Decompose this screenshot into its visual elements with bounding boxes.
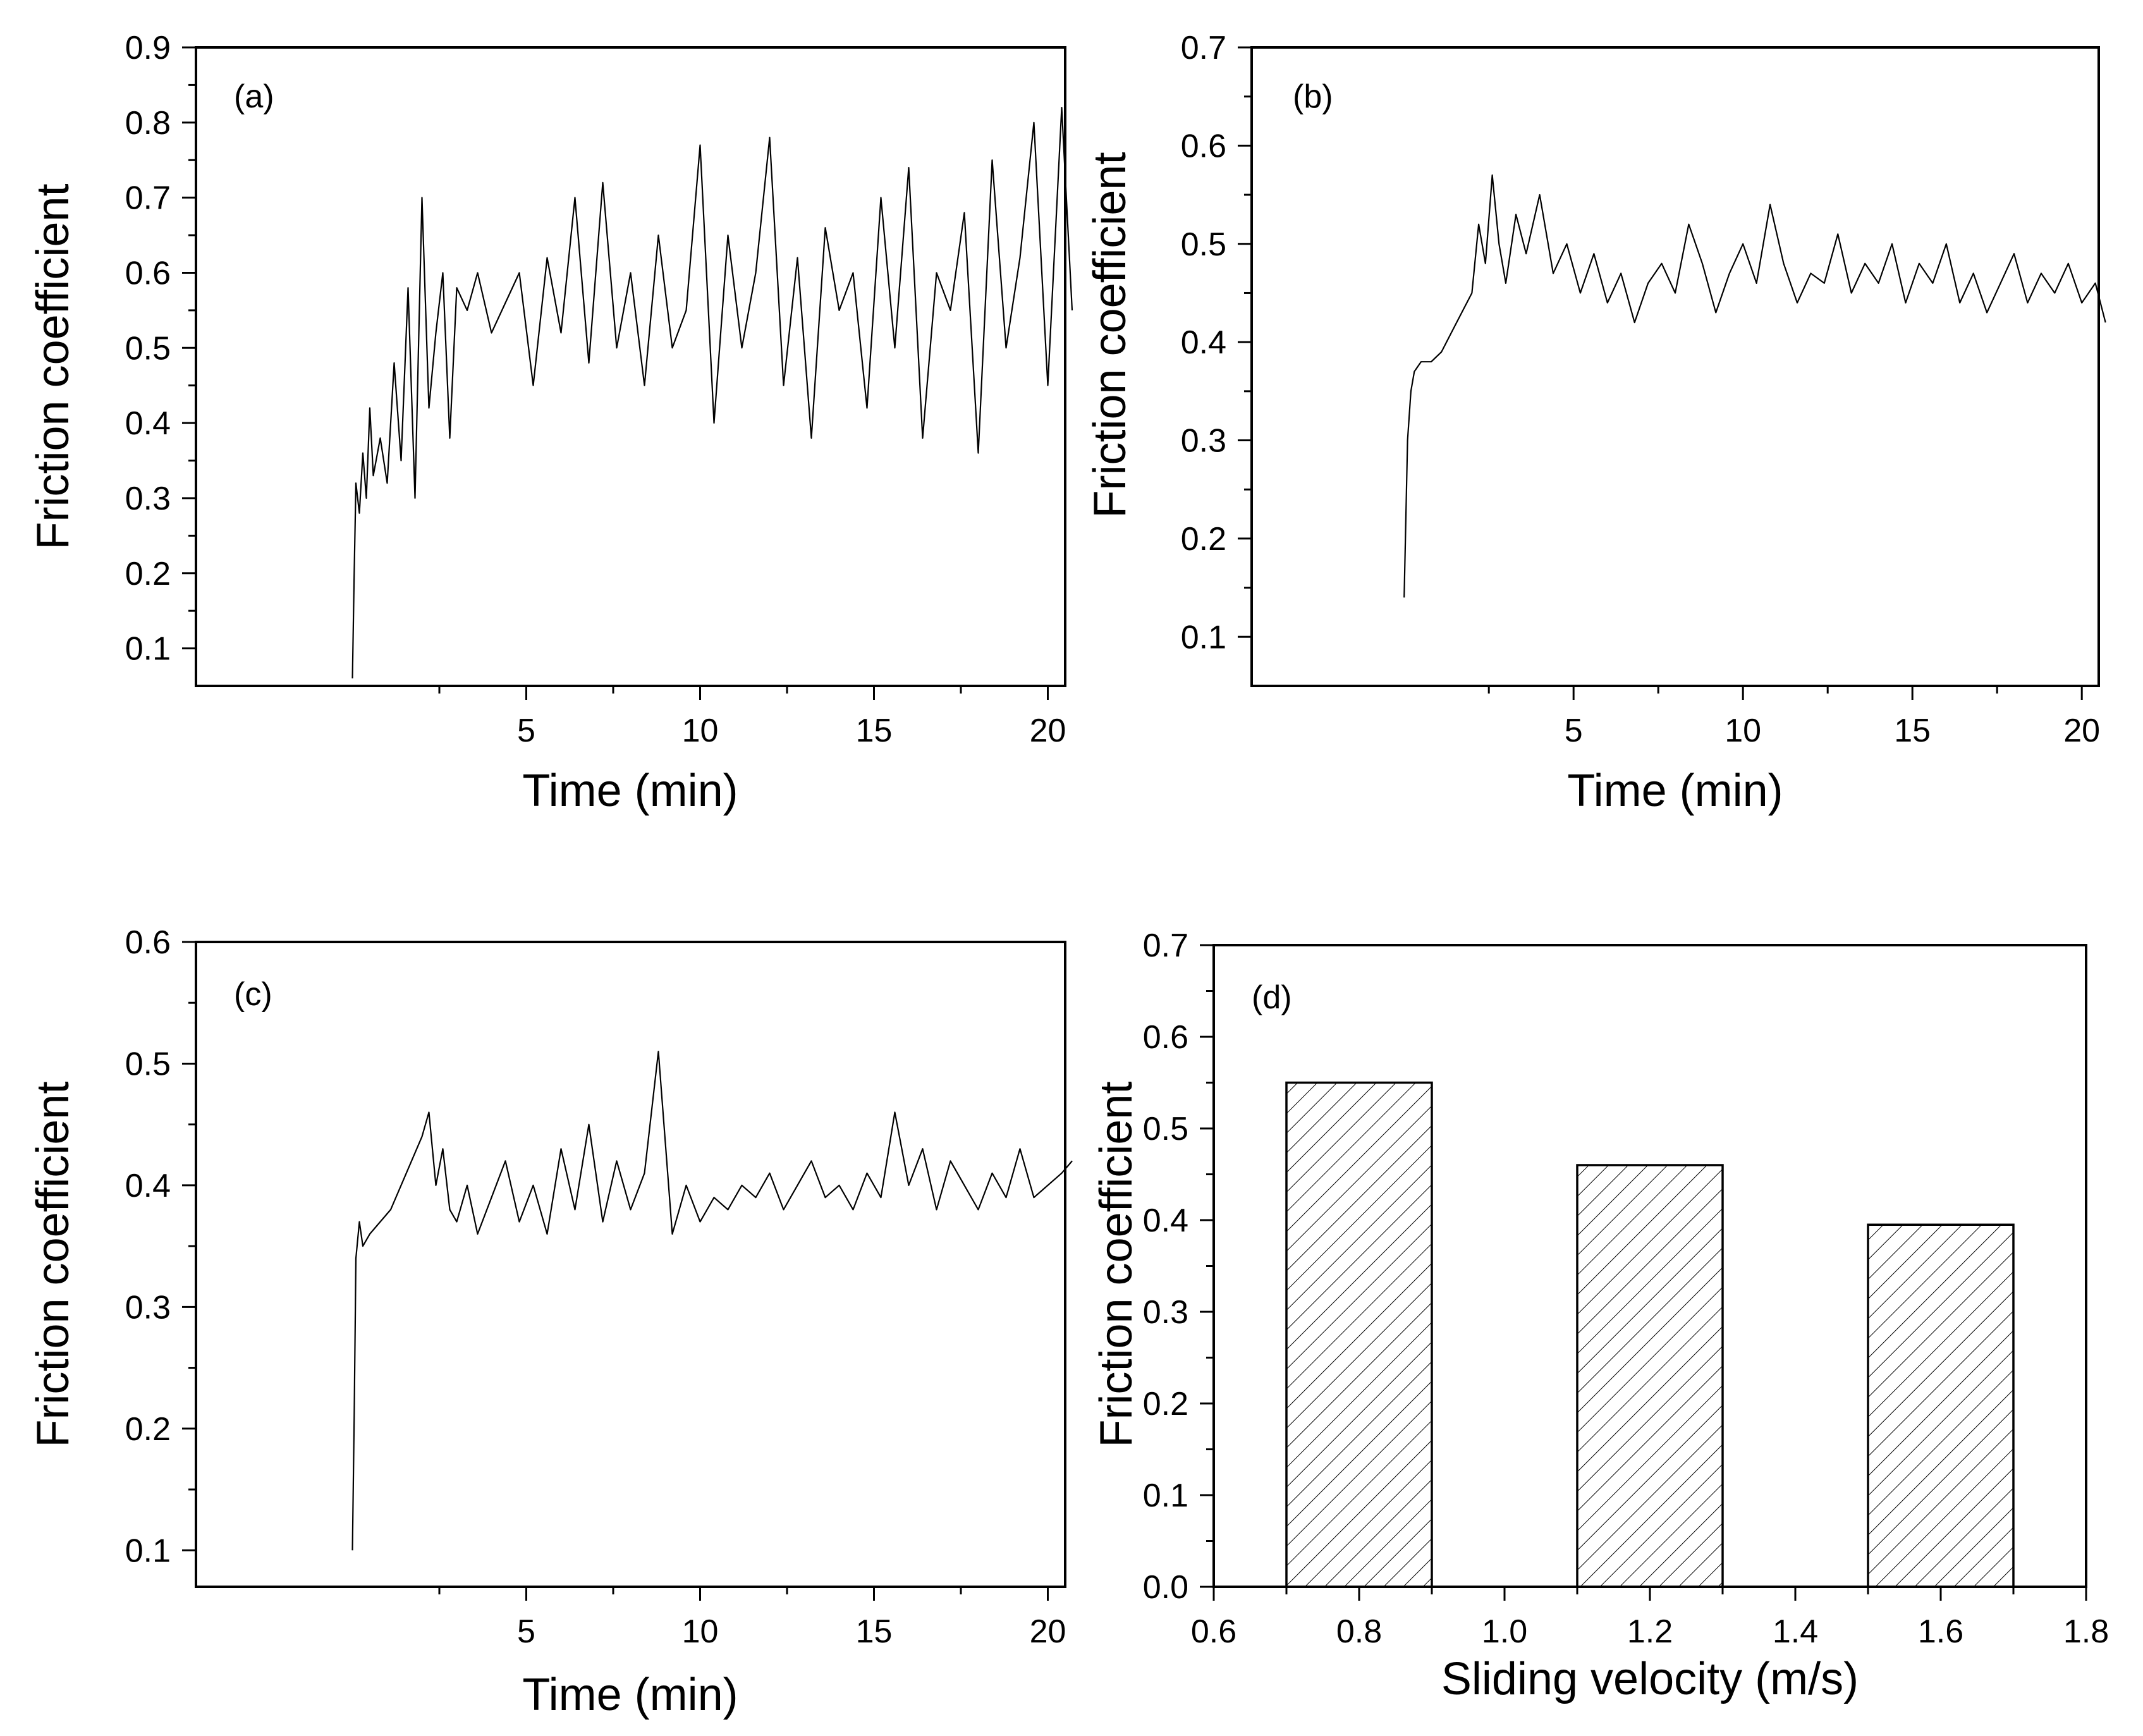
panel-d-ytick-label: 0.5	[1143, 1111, 1188, 1147]
panel-a-ytick-label: 0.3	[125, 480, 171, 517]
panel-a-label: (a)	[234, 78, 274, 115]
panel-c-ytick-label: 0.4	[125, 1168, 171, 1204]
panel-c-plot	[351, 1051, 1073, 1551]
panel-d-ytick-label: 0.3	[1143, 1294, 1188, 1331]
panel-c-ticks	[182, 941, 1049, 1601]
panel-b-tick-labels: 5 10 15 20 0.1 0.2 0.3 0.4 0.5 0.6 0.7	[1181, 30, 2100, 749]
panel-b-label: (b)	[1293, 78, 1333, 115]
panel-d-tick-labels: 0.6 0.8 1.0 1.2 1.4 1.6 1.8 0.0 0.1 0.2 0.3 0.4 0.5 0…	[1143, 927, 2109, 1650]
panel-c-label: (c)	[234, 976, 272, 1013]
panel-a-ticks	[182, 46, 1049, 700]
panel-c-xtick-label: 5	[517, 1613, 535, 1650]
panel-c-ytick-label: 0.1	[125, 1532, 171, 1569]
panel-b-axes-frame	[1250, 46, 2100, 687]
panel-a-series-line	[351, 107, 1073, 679]
panel-b-ytick-label: 0.2	[1181, 521, 1226, 558]
panel-c-ytick-label: 0.6	[125, 924, 171, 961]
panel-d-ytick-label: 0.1	[1143, 1477, 1188, 1514]
panel-b-ylabel: Friction coefficient	[1085, 152, 1135, 518]
panel-c-ytick-label: 0.5	[125, 1046, 171, 1082]
panel-c-xtick-label: 10	[682, 1613, 719, 1650]
panel-c-series-line	[351, 1051, 1073, 1551]
panel-b-ytick-label: 0.4	[1181, 324, 1226, 361]
panel-b-xtick-label: 15	[1894, 712, 1931, 749]
panel-a-xtick-label: 15	[856, 712, 893, 749]
panel-d-ytick-label: 0.2	[1143, 1386, 1188, 1422]
panel-a-ylabel: Friction coefficient	[28, 184, 78, 550]
panel-b-ytick-label: 0.5	[1181, 226, 1226, 263]
panel-d-plot	[1285, 1081, 2015, 1588]
panel-a-ytick-label: 0.4	[125, 405, 171, 442]
panel-c-ytick-label: 0.3	[125, 1289, 171, 1326]
panel-c: 5 10 15 20 0.1 0.2 0.3 0.4 0.5 0.6 (c) Time (min)…	[28, 924, 1073, 1720]
panel-c-ylabel: Friction coefficient	[28, 1082, 78, 1448]
panel-b-ytick-label: 0.6	[1181, 128, 1226, 164]
panel-d: 0.6 0.8 1.0 1.2 1.4 1.6 1.8 0.0 0.1 0.2 0.3 0.4 0.5 0…	[1091, 927, 2109, 1704]
panel-b-xlabel: Time (min)	[1567, 766, 1783, 816]
panel-b-plot	[1403, 174, 2106, 598]
panel-c-ytick-label: 0.2	[125, 1411, 171, 1448]
panel-d-xtick-label: 1.2	[1627, 1613, 1673, 1650]
panel-a-axes-frame	[195, 46, 1066, 687]
panel-d-ytick-label: 0.6	[1143, 1019, 1188, 1056]
panel-d-ytick-label: 0.4	[1143, 1202, 1188, 1239]
panel-d-ytick-label: 0.7	[1143, 927, 1188, 964]
panel-b-series-line	[1403, 174, 2106, 598]
panel-b-xtick-label: 20	[2063, 712, 2100, 749]
panel-a-xtick-label: 10	[682, 712, 719, 749]
panel-d-xtick-label: 1.4	[1773, 1613, 1818, 1650]
panel-a-xlabel: Time (min)	[522, 766, 738, 816]
panel-b-xtick-label: 10	[1725, 712, 1761, 749]
panel-a-tick-labels: 5 10 15 20 0.1 0.2 0.3 0.4 0.5 0.6 0.7 0.8 0.9	[125, 30, 1066, 749]
panel-c-xtick-label: 20	[1030, 1613, 1066, 1650]
panel-b-ticks	[1238, 46, 2083, 700]
panel-b-ytick-label: 0.3	[1181, 423, 1226, 460]
panel-d-ticks	[1200, 944, 2087, 1601]
panel-b: 5 10 15 20 0.1 0.2 0.3 0.4 0.5 0.6 0.7 (b) Time (m…	[1085, 30, 2106, 816]
panel-d-xtick-label: 1.8	[2063, 1613, 2109, 1650]
panel-d-ylabel: Friction coefficient	[1091, 1082, 1142, 1448]
panel-d-bar	[1285, 1081, 1433, 1588]
panel-d-label: (d)	[1252, 979, 1292, 1016]
panel-b-ytick-label: 0.7	[1181, 30, 1226, 66]
panel-a-xtick-label: 5	[517, 712, 535, 749]
panel-a-ytick-label: 0.5	[125, 330, 171, 367]
panel-c-tick-labels: 5 10 15 20 0.1 0.2 0.3 0.4 0.5 0.6	[125, 924, 1066, 1650]
panel-a-ytick-label: 0.1	[125, 631, 171, 668]
panel-b-xtick-label: 5	[1565, 712, 1583, 749]
panel-d-ytick-label: 0.0	[1143, 1569, 1188, 1606]
panel-c-axes-frame	[195, 941, 1066, 1588]
panel-c-xtick-label: 15	[856, 1613, 893, 1650]
panel-d-xtick-label: 0.8	[1336, 1613, 1382, 1650]
panel-d-xtick-label: 1.0	[1482, 1613, 1527, 1650]
panel-a-xtick-label: 20	[1030, 712, 1066, 749]
panel-a-plot	[351, 107, 1073, 679]
panel-d-xlabel: Sliding velocity (m/s)	[1441, 1654, 1859, 1704]
panel-c-xlabel: Time (min)	[522, 1670, 738, 1720]
panel-a-ytick-label: 0.9	[125, 30, 171, 66]
panel-a-ytick-label: 0.6	[125, 255, 171, 291]
panel-d-xtick-label: 1.6	[1918, 1613, 1963, 1650]
panel-b-ytick-label: 0.1	[1181, 619, 1226, 656]
panel-a: 5 10 15 20 0.1 0.2 0.3 0.4 0.5 0.6 0.7 0.8 0.9 (a) T…	[28, 30, 1073, 816]
panel-a-ytick-label: 0.7	[125, 180, 171, 217]
panel-d-bar	[1576, 1164, 1724, 1588]
panel-d-bar	[1867, 1223, 2015, 1588]
panel-a-ytick-label: 0.8	[125, 105, 171, 142]
panel-d-xtick-label: 0.6	[1191, 1613, 1236, 1650]
panel-a-ytick-label: 0.2	[125, 556, 171, 592]
